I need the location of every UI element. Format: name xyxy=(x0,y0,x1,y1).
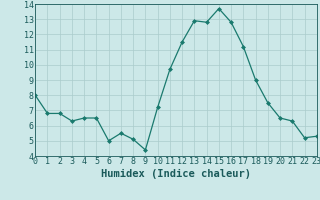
X-axis label: Humidex (Indice chaleur): Humidex (Indice chaleur) xyxy=(101,169,251,179)
